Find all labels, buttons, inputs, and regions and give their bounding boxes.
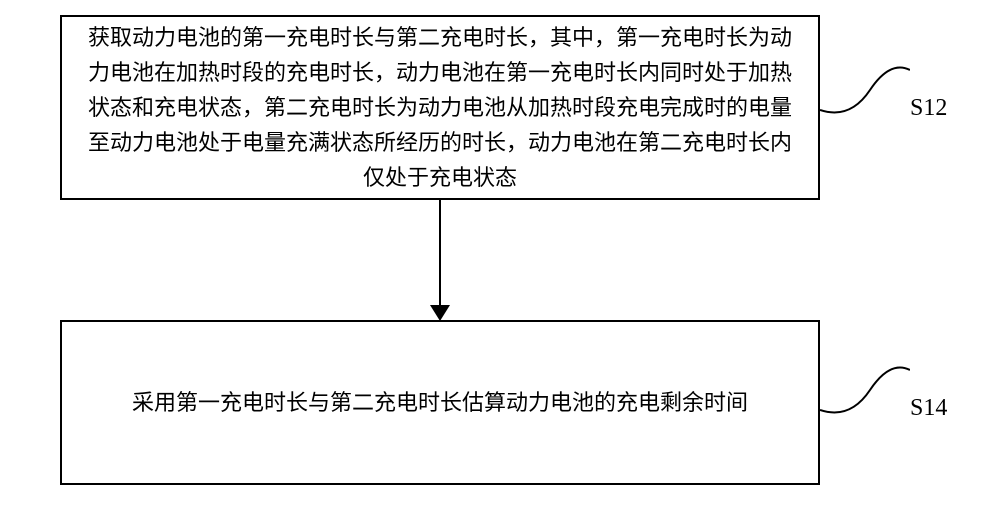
step-1-text: 获取动力电池的第一充电时长与第二充电时长，其中，第一充电时长为动力电池在加热时段…	[82, 20, 798, 196]
flowchart-container: 获取动力电池的第一充电时长与第二充电时长，其中，第一充电时长为动力电池在加热时段…	[0, 0, 1000, 522]
arrow-head-icon	[430, 305, 450, 321]
arrow-connector	[439, 200, 441, 308]
curve-connector-2	[820, 350, 910, 430]
curve-connector-1	[820, 50, 910, 130]
step-label-2: S14	[910, 395, 947, 422]
flowchart-step-2: 采用第一充电时长与第二充电时长估算动力电池的充电剩余时间	[60, 320, 820, 485]
step-label-1: S12	[910, 95, 947, 122]
flowchart-step-1: 获取动力电池的第一充电时长与第二充电时长，其中，第一充电时长为动力电池在加热时段…	[60, 15, 820, 200]
step-2-text: 采用第一充电时长与第二充电时长估算动力电池的充电剩余时间	[132, 385, 748, 420]
